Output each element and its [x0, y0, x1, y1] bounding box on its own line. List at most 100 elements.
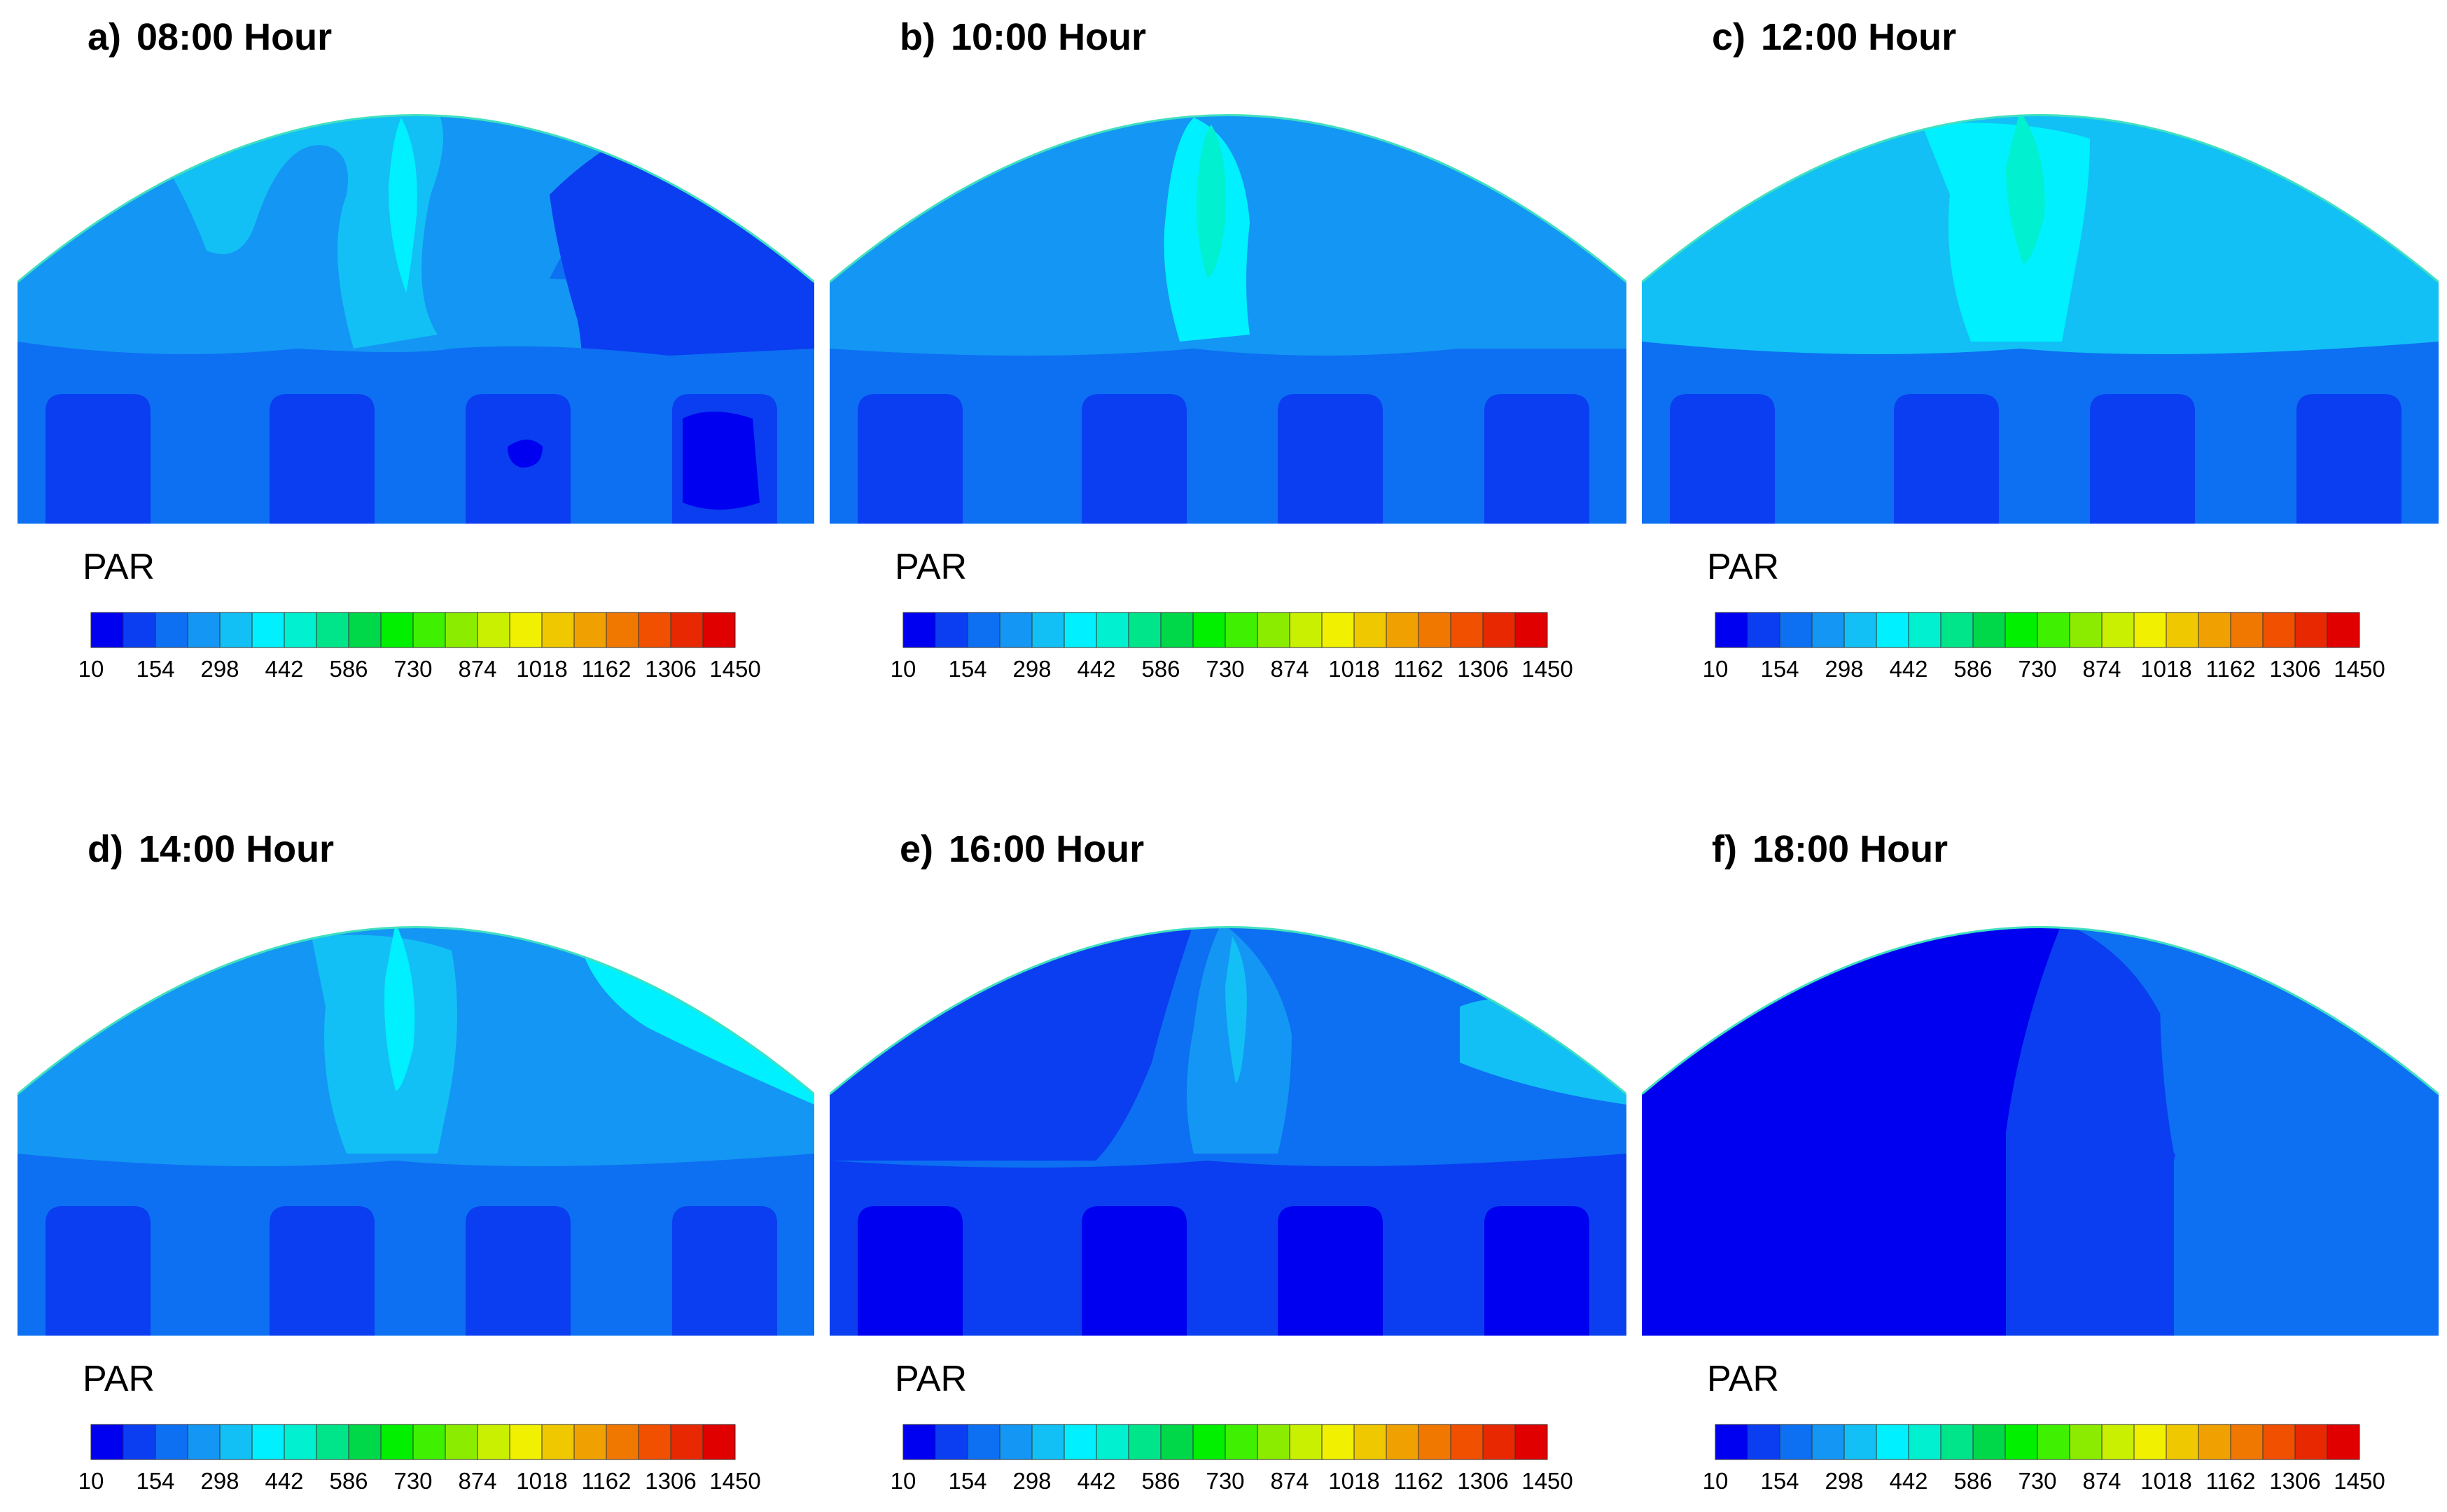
colorbar-segment [1225, 1424, 1258, 1460]
colorbar-segment [284, 1424, 317, 1460]
colorbar-segment [1715, 1424, 1748, 1460]
contour-panel: a) 08:00 Hour PAR 10 154 298 442 586 730 874 1018 1… [0, 0, 814, 700]
contour-region [18, 1040, 200, 1154]
colorbar-segment [445, 1424, 478, 1460]
panel-letter: b) [900, 16, 935, 58]
pillar-region [672, 1206, 777, 1336]
canopy-rim [18, 114, 814, 284]
pillar-region [1484, 1206, 1589, 1336]
legend-title: PAR [83, 1359, 155, 1399]
colorbar-segment [2101, 612, 2135, 648]
colorbar-segment [155, 612, 188, 648]
pillar-region [46, 1206, 151, 1336]
colorbar-segment [1747, 612, 1780, 648]
contour-region [1894, 1235, 1964, 1336]
colorbar-segment [902, 1424, 936, 1460]
colorbar-tick-label: 1018 [516, 656, 567, 682]
colorbar-segment [1514, 612, 1548, 648]
colorbar-segment [1811, 612, 1845, 648]
panel-title: f) 18:00 Hour [1712, 827, 1948, 871]
colorbar-tick-label: 730 [1206, 1468, 1244, 1494]
colorbar-tick-label: 1450 [2334, 656, 2385, 682]
colorbar-segment [573, 612, 607, 648]
pillar-region [1082, 1206, 1187, 1336]
contour-region [1197, 125, 1226, 279]
colorbar-tick-label: 586 [1141, 656, 1180, 682]
pillar-region [1484, 394, 1589, 524]
colorbar-tick-label: 586 [1141, 1468, 1180, 1494]
colorbar-tick-label: 586 [1953, 656, 1992, 682]
colorbar-segment [2198, 612, 2231, 648]
colorbar-segment [638, 612, 671, 648]
contour-region [508, 440, 543, 468]
par-contour-plot [18, 926, 814, 1336]
contour-region [18, 342, 814, 524]
colorbar-tick-label: 442 [1077, 656, 1115, 682]
colorbar-segment [1482, 612, 1516, 648]
colorbar-segment [702, 1424, 736, 1460]
colorbar-tick-label: 1450 [709, 656, 760, 682]
contour-region [1922, 122, 2090, 342]
colorbar-tick-label: 154 [136, 1468, 174, 1494]
colorbar-segment [702, 612, 736, 648]
colorbar-segment [2327, 1424, 2360, 1460]
contour-region [830, 349, 1626, 524]
canopy-rim [18, 926, 814, 1096]
colorbar-tick-label: 1162 [582, 1468, 632, 1494]
colorbar-segment [1321, 1424, 1355, 1460]
colorbar-segment [1096, 1424, 1129, 1460]
colorbar-segment [999, 612, 1033, 648]
colorbar-tick-label: 1306 [645, 656, 696, 682]
colorbar-segment [1064, 612, 1097, 648]
colorbar-tick-label: 298 [200, 656, 239, 682]
par-contour-plot [1642, 114, 2439, 524]
colorbar-segment [1192, 1424, 1226, 1460]
par-contour-plot [830, 926, 1626, 1336]
colorbar-segment [670, 1424, 704, 1460]
colorbar-segment [509, 612, 543, 648]
colorbar-segment [1450, 612, 1484, 648]
colorbar-tick-label: 10 [891, 1468, 916, 1494]
contour-panel: d) 14:00 Hour PAR 10 154 298 442 586 730 874 1018 1… [0, 812, 814, 1512]
colorbar-tick-label: 1450 [1521, 1468, 1573, 1494]
contour-region [158, 115, 443, 349]
colorbar-segment [1096, 612, 1129, 648]
pillar-region [858, 1206, 963, 1336]
pillar-region [270, 394, 375, 524]
colorbar-segment [1128, 612, 1162, 648]
colorbar-tick-label: 586 [329, 656, 368, 682]
legend-title: PAR [895, 547, 968, 587]
colorbar-segment [606, 612, 639, 648]
colorbar-segment [348, 1424, 382, 1460]
panel-title: a) 08:00 Hour [88, 15, 332, 59]
colorbar-segment [1418, 1424, 1451, 1460]
colorbar-segment [1257, 1424, 1290, 1460]
colorbar-tick-label: 1018 [1328, 1468, 1379, 1494]
colorbar-tick-label: 1306 [645, 1468, 696, 1494]
canopy-rim [1642, 926, 2439, 1096]
colorbar-tick-label: 298 [1012, 656, 1051, 682]
colorbar-segment [1031, 612, 1065, 648]
colorbar-segment [284, 612, 317, 648]
colorbar-tick-label: 10 [78, 656, 104, 682]
contour-region [1453, 187, 1626, 349]
colorbar-segment [1289, 1424, 1323, 1460]
colorbar-tick-label: 1018 [2140, 656, 2191, 682]
colorbar-segment [219, 612, 253, 648]
colorbar-segment [1386, 1424, 1419, 1460]
par-contour-plot [1642, 926, 2439, 1336]
canopy-rim [830, 114, 1626, 284]
pillar-region [1278, 1206, 1383, 1336]
colorbar-segment [2294, 1424, 2328, 1460]
colorbar-segment [1160, 612, 1194, 648]
contour-region [503, 988, 625, 1147]
colorbar-segment [1353, 612, 1387, 648]
contour-region [18, 228, 263, 351]
colorbar-segment [2069, 612, 2103, 648]
panel-letter: e) [900, 828, 934, 870]
colorbar-segment [967, 612, 1001, 648]
colorbar-tick-label: 442 [265, 656, 303, 682]
colorbar-segment [1747, 1424, 1780, 1460]
pillar-region [1278, 394, 1383, 524]
colorbar-tick-label: 1306 [1457, 1468, 1508, 1494]
